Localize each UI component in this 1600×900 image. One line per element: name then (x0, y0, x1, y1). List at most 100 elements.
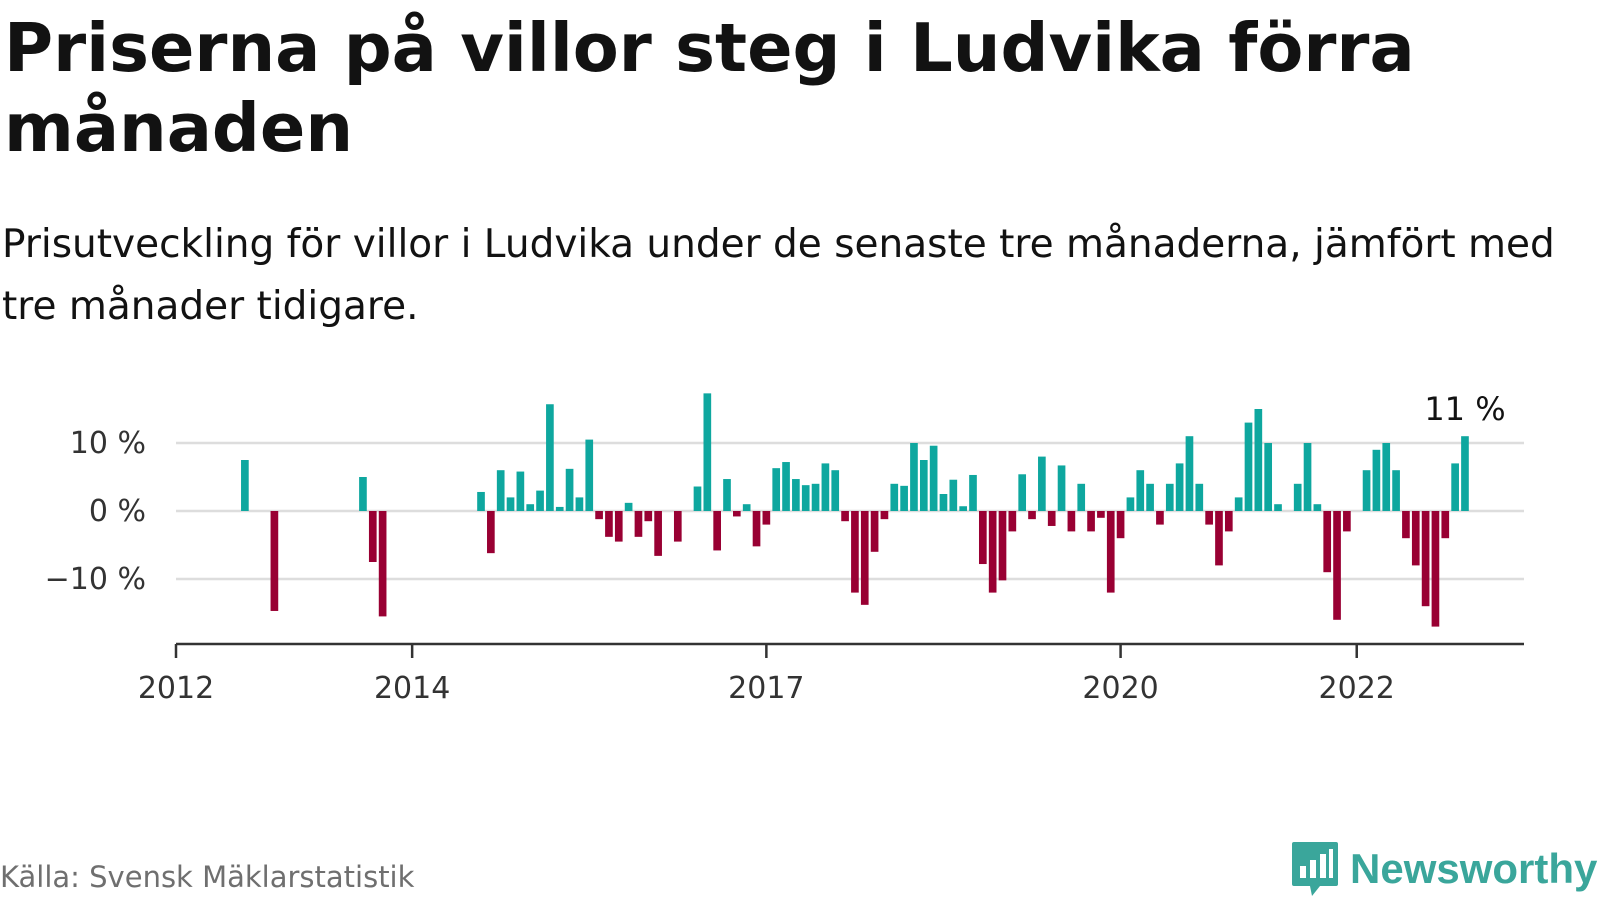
bar (762, 511, 771, 525)
source-note: Källa: Svensk Mäklarstatistik (0, 860, 415, 894)
bar (605, 511, 613, 537)
chart-subtitle: Prisutveckling för villor i Ludvika unde… (2, 222, 1555, 329)
bar (1156, 511, 1164, 525)
bar (1097, 511, 1105, 518)
bar (792, 479, 800, 511)
bar-chart: −10 % 0 % 10 % 2012 2014 2017 2020 2022 11 % (45, 390, 1524, 706)
bar (1461, 436, 1469, 511)
y-tick-label: −10 % (45, 562, 146, 597)
bar (1362, 470, 1371, 511)
bar (1441, 511, 1450, 539)
bar (870, 511, 879, 552)
bar (1431, 511, 1440, 627)
bar (496, 470, 505, 511)
bar (614, 511, 623, 542)
bar (811, 483, 820, 511)
bar (752, 511, 761, 547)
bar (526, 504, 535, 511)
bar (1195, 483, 1204, 511)
bar (713, 511, 721, 551)
bar (1313, 504, 1322, 511)
bar (1067, 511, 1076, 532)
bar (1116, 511, 1125, 539)
bar (368, 511, 377, 562)
bar (860, 511, 869, 605)
bar (1146, 483, 1154, 511)
newsworthy-logo-icon (1292, 842, 1338, 896)
bar (1382, 443, 1391, 511)
bar (1323, 511, 1332, 573)
y-tick-label: 10 % (70, 426, 146, 461)
bar (900, 485, 908, 511)
bar (644, 511, 653, 522)
bar (1106, 511, 1115, 593)
bar (801, 485, 810, 511)
bar (1057, 465, 1066, 511)
brand: Newsworthy (1290, 840, 1597, 898)
x-tick-label: 2012 (138, 671, 214, 706)
bar (565, 468, 574, 511)
bar (1333, 511, 1341, 620)
bar (890, 483, 899, 511)
bar (1215, 511, 1223, 566)
x-tick-label: 2017 (728, 671, 804, 706)
bar (487, 511, 495, 554)
bar (477, 491, 485, 511)
bar (595, 511, 603, 520)
bar (1077, 483, 1086, 511)
bar (536, 490, 544, 511)
bar (1008, 511, 1017, 532)
x-tick-label: 2014 (374, 671, 450, 706)
bar (506, 497, 515, 511)
bar (546, 404, 554, 511)
bar (673, 511, 682, 542)
bar (1451, 463, 1459, 511)
bar (782, 462, 790, 511)
bar (555, 506, 564, 511)
bar (1293, 483, 1302, 511)
bar (1254, 409, 1263, 511)
bar (1244, 422, 1253, 511)
x-tick-label: 2022 (1319, 671, 1395, 706)
chart-title: Priserna på villor steg i Ludvika förra … (4, 9, 1415, 167)
bar (1126, 497, 1135, 511)
brand-name: Newsworthy (1350, 845, 1598, 892)
bar (359, 477, 367, 511)
bar (1205, 511, 1213, 525)
bar (1038, 456, 1046, 511)
bar (1087, 511, 1095, 532)
bar (1028, 511, 1036, 520)
bar (851, 511, 859, 593)
bar (634, 511, 643, 537)
bar (1185, 436, 1194, 511)
annotation-label: 11 % (1424, 390, 1505, 428)
bar (880, 511, 889, 520)
bar (910, 443, 918, 511)
bar (1372, 449, 1381, 511)
bar (575, 497, 584, 511)
bar (270, 511, 279, 611)
bar (1343, 511, 1351, 532)
bar (1421, 511, 1430, 607)
bar (733, 511, 741, 517)
bar (1175, 463, 1184, 511)
bar (378, 511, 387, 617)
bar (949, 479, 958, 511)
bar (831, 470, 840, 511)
bar (585, 439, 594, 511)
bar (929, 445, 938, 511)
bar (723, 479, 731, 511)
bar (1274, 504, 1282, 511)
x-tick-label: 2020 (1082, 671, 1158, 706)
bar (516, 471, 525, 511)
bar (969, 474, 977, 511)
bar (988, 511, 997, 593)
bar (1136, 470, 1145, 511)
bar (742, 504, 751, 511)
bar (821, 463, 830, 511)
bar (919, 460, 928, 511)
bar (624, 502, 633, 511)
bar (1392, 470, 1400, 511)
y-tick-label: 0 % (89, 494, 146, 529)
bar (703, 393, 712, 511)
